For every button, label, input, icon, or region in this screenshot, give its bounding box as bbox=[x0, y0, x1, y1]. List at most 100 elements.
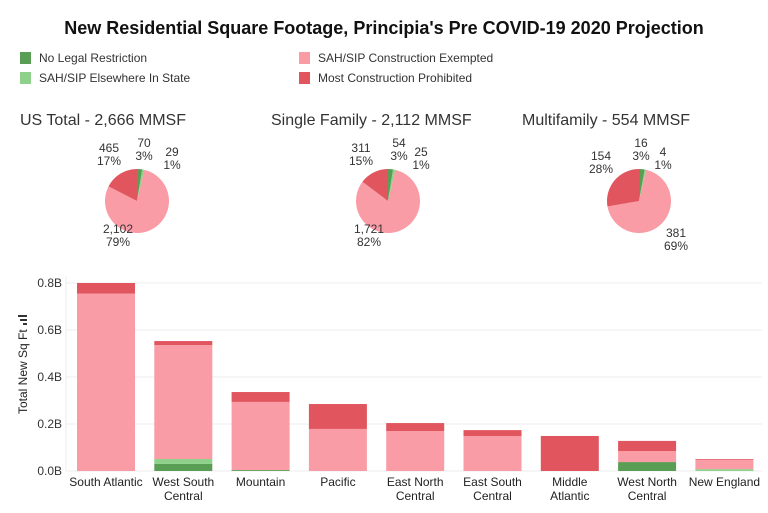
pie-slice-no-legal-restriction[interactable] bbox=[388, 169, 394, 201]
bar-segment-most-construction-prohibited[interactable] bbox=[154, 341, 213, 346]
pie-percent-label: 28% bbox=[589, 162, 613, 176]
pie-slice-sah-sip-elsewhere-in-state[interactable] bbox=[388, 169, 396, 201]
stacked-bar-chart: 0.0B 0.2B 0.4B 0.6B 0.8B Total New Sq Ft South… bbox=[16, 276, 762, 503]
bar-middle-atlantic[interactable] bbox=[540, 435, 599, 471]
x-tick-label: South Atlantic bbox=[69, 475, 142, 489]
pie-title: Single Family - 2,112 MMSF bbox=[271, 112, 472, 129]
pie-value-label: 311 bbox=[351, 141, 370, 155]
bar-segment-sah-sip-elsewhere-in-state[interactable] bbox=[695, 469, 754, 471]
bar-pacific[interactable] bbox=[308, 404, 367, 471]
bar-segment-most-construction-prohibited[interactable] bbox=[618, 440, 677, 452]
bar-east-north-central[interactable] bbox=[386, 423, 445, 471]
x-tick-label: Middle bbox=[552, 475, 588, 489]
legend-swatch bbox=[299, 52, 310, 64]
pie-slice-sah-sip-elsewhere-in-state[interactable] bbox=[137, 169, 145, 201]
x-tick-label: East North bbox=[387, 475, 444, 489]
pie-slice-most-construction-prohibited[interactable] bbox=[607, 169, 639, 207]
pie-value-label: 25 bbox=[414, 145, 428, 159]
chart-title: New Residential Square Footage, Principi… bbox=[64, 18, 704, 38]
y-tick-label: 0.2B bbox=[37, 417, 62, 431]
legend-swatch bbox=[20, 52, 31, 64]
bar-east-south-central[interactable] bbox=[463, 430, 522, 471]
pie-percent-label: 1% bbox=[163, 158, 181, 172]
bar-segment-no-legal-restriction[interactable] bbox=[618, 462, 677, 471]
axis-menu-icon[interactable] bbox=[18, 315, 27, 325]
bar-segment-most-construction-prohibited[interactable] bbox=[231, 392, 290, 402]
bar-segment-sah-sip-elsewhere-in-state[interactable] bbox=[154, 459, 213, 464]
pie-value-label: 16 bbox=[634, 136, 648, 150]
y-axis-title: Total New Sq Ft bbox=[16, 329, 30, 414]
pie-percent-label: 79% bbox=[106, 235, 130, 249]
pie-percent-label: 3% bbox=[390, 149, 408, 163]
pie-slice-most-construction-prohibited[interactable] bbox=[108, 169, 137, 201]
bar-segment-sah-sip-construction-exempted[interactable] bbox=[154, 345, 213, 460]
x-tick-label: Central bbox=[473, 489, 512, 503]
pie-value-label: 1,721 bbox=[354, 222, 384, 236]
x-tick-label: East South bbox=[463, 475, 522, 489]
pie-value-label: 70 bbox=[137, 136, 151, 150]
bar-segment-no-legal-restriction[interactable] bbox=[231, 470, 290, 471]
bar-segment-sah-sip-construction-exempted[interactable] bbox=[308, 428, 367, 471]
y-tick-label: 0.6B bbox=[37, 323, 62, 337]
bar-west-north-central[interactable] bbox=[618, 440, 677, 471]
x-tick-label: Central bbox=[396, 489, 435, 503]
pie-percent-label: 69% bbox=[664, 239, 688, 253]
bar-segment-sah-sip-construction-exempted[interactable] bbox=[463, 435, 522, 471]
pie-slice-sah-sip-elsewhere-in-state[interactable] bbox=[639, 169, 647, 201]
pie-value-label: 4 bbox=[660, 145, 667, 159]
bar-segment-sah-sip-construction-exempted[interactable] bbox=[618, 451, 677, 463]
legend-label: SAH/SIP Elsewhere In State bbox=[39, 71, 191, 85]
pie-percent-label: 3% bbox=[135, 149, 153, 163]
pie-slice-sah-sip-construction-exempted[interactable] bbox=[607, 169, 671, 233]
pie-percent-label: 3% bbox=[632, 149, 650, 163]
pie-slice-no-legal-restriction[interactable] bbox=[137, 169, 143, 201]
y-tick-label: 0.8B bbox=[37, 276, 62, 290]
pie-slice-sah-sip-construction-exempted[interactable] bbox=[356, 169, 420, 233]
pie-chart-single-family: Single Family - 2,112 MMSF 543% 251% 1,7218… bbox=[271, 112, 472, 249]
pie-slice-sah-sip-construction-exempted[interactable] bbox=[105, 169, 170, 233]
pie-percent-label: 1% bbox=[412, 158, 430, 172]
bar-segment-sah-sip-construction-exempted[interactable] bbox=[77, 293, 135, 471]
bar-segment-no-legal-restriction[interactable] bbox=[154, 463, 213, 471]
pie-percent-label: 82% bbox=[357, 235, 381, 249]
pie-value-label: 381 bbox=[666, 226, 686, 240]
legend-item-most-construction-prohibited[interactable]: Most Construction Prohibited bbox=[299, 71, 472, 85]
pie-value-label: 2,102 bbox=[103, 222, 133, 236]
bar-segment-sah-sip-construction-exempted[interactable] bbox=[386, 431, 445, 471]
legend-item-sah-sip-exempted[interactable]: SAH/SIP Construction Exempted bbox=[299, 51, 493, 65]
bar-segment-most-construction-prohibited[interactable] bbox=[308, 404, 367, 429]
legend-label: SAH/SIP Construction Exempted bbox=[318, 51, 494, 65]
bar-south-atlantic[interactable] bbox=[77, 283, 135, 471]
bar-segment-most-construction-prohibited[interactable] bbox=[386, 423, 445, 432]
x-tick-label: Atlantic bbox=[550, 489, 589, 503]
pie-percent-label: 1% bbox=[654, 158, 672, 172]
legend-label: No Legal Restriction bbox=[39, 51, 148, 65]
bar-mountain[interactable] bbox=[231, 392, 290, 471]
pie-slice-no-legal-restriction[interactable] bbox=[639, 169, 645, 201]
x-tick-label: West South bbox=[152, 475, 214, 489]
bar-new-england[interactable] bbox=[695, 459, 754, 471]
pie-slice-most-construction-prohibited[interactable] bbox=[362, 169, 388, 201]
x-tick-label: Mountain bbox=[236, 475, 285, 489]
legend-swatch bbox=[20, 72, 31, 84]
bar-segment-most-construction-prohibited[interactable] bbox=[695, 459, 754, 460]
x-tick-label: West North bbox=[617, 475, 677, 489]
x-tick-label: Pacific bbox=[320, 475, 355, 489]
legend-label: Most Construction Prohibited bbox=[318, 71, 473, 85]
bar-segment-sah-sip-construction-exempted[interactable] bbox=[231, 401, 290, 471]
bar-segment-most-construction-prohibited[interactable] bbox=[77, 283, 135, 294]
bar-segment-most-construction-prohibited[interactable] bbox=[540, 435, 599, 471]
legend-item-no-legal-restriction[interactable]: No Legal Restriction bbox=[20, 51, 147, 65]
bar-segment-most-construction-prohibited[interactable] bbox=[463, 430, 522, 436]
legend-swatch bbox=[299, 72, 310, 84]
legend-item-sah-sip-elsewhere[interactable]: SAH/SIP Elsewhere In State bbox=[20, 71, 190, 85]
bar-segment-sah-sip-construction-exempted[interactable] bbox=[695, 459, 754, 470]
pie-title: Multifamily - 554 MMSF bbox=[522, 112, 690, 129]
pie-value-label: 29 bbox=[165, 145, 179, 159]
pie-value-label: 54 bbox=[392, 136, 406, 150]
x-tick-label: Central bbox=[628, 489, 667, 503]
bar-west-south-central[interactable] bbox=[154, 341, 213, 471]
